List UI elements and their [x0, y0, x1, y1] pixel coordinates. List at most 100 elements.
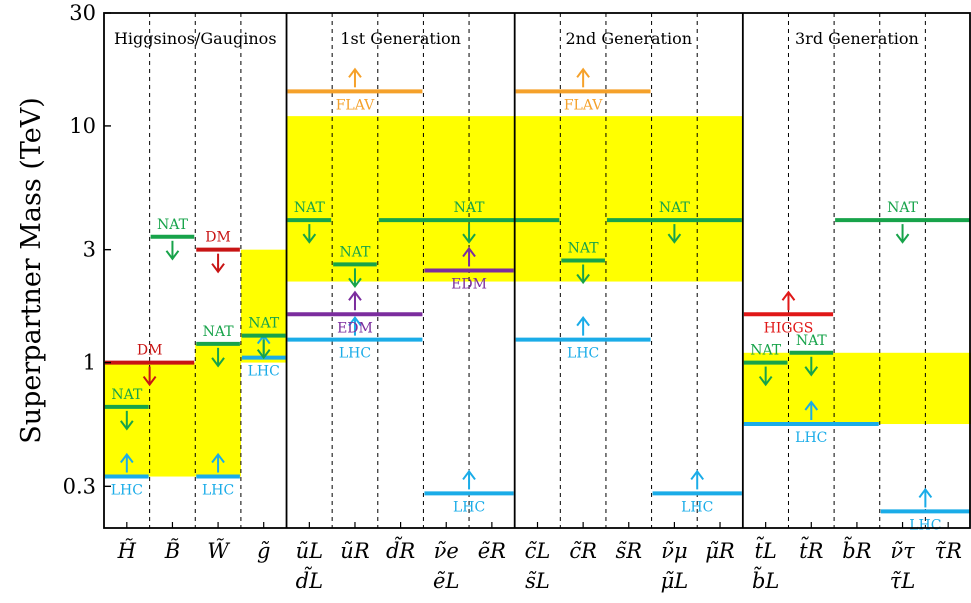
arrowhead: [576, 67, 590, 78]
constraint-label: LHC: [339, 346, 371, 362]
section-title: Higgsinos/Gauginos: [114, 29, 277, 48]
section-title: 2nd Generation: [566, 29, 693, 48]
arrowhead: [348, 290, 362, 301]
constraint-nat: NAT: [241, 316, 286, 360]
constraint-label: NAT: [340, 244, 372, 260]
constraint-dm: DM: [105, 343, 195, 387]
category-label: c̃L: [525, 539, 551, 563]
allowed-region: [514, 116, 743, 282]
constraint-nat: NAT: [743, 343, 788, 387]
category-label: d̃R: [386, 536, 415, 563]
arrowhead: [462, 469, 476, 481]
section-title: 3rd Generation: [795, 29, 919, 48]
constraint-lhc: LHC: [652, 469, 742, 515]
category-label-secondary: b̃L: [752, 566, 779, 593]
category-label-secondary: μ̃L: [661, 569, 689, 593]
arrowhead: [690, 469, 705, 481]
category-label: ν̃μ: [661, 539, 687, 563]
constraint-nat: NAT: [378, 200, 560, 244]
constraint-flav: FLAV: [515, 67, 651, 113]
constraint-label: NAT: [248, 316, 280, 332]
constraint-label: LHC: [909, 517, 941, 533]
y-tick-label: 10: [69, 114, 96, 138]
constraint-nat: NAT: [333, 244, 377, 289]
category-label: W̃: [207, 539, 231, 563]
constraint-lhc: LHC: [196, 452, 240, 499]
constraint-lhc: LHC: [287, 315, 423, 362]
constraint-lhc: LHC: [424, 469, 514, 515]
category-label: ũR: [340, 539, 370, 563]
constraint-label: FLAV: [336, 97, 375, 113]
constraint-label: LHC: [202, 483, 234, 499]
constraint-label: LHC: [567, 346, 599, 362]
category-label: μ̃R: [705, 539, 735, 563]
constraint-label: HIGGS: [764, 320, 814, 336]
constraint-label: NAT: [887, 200, 919, 216]
constraint-nat: NAT: [561, 240, 605, 285]
constraint-label: DM: [205, 230, 231, 246]
y-tick-label: 3: [83, 238, 96, 262]
constraint-label: NAT: [294, 200, 326, 216]
arrowhead: [256, 349, 271, 360]
arrowhead: [462, 233, 476, 244]
arrowhead: [918, 487, 933, 499]
section-title: 1st Generation: [340, 29, 461, 48]
constraint-label: LHC: [795, 430, 827, 446]
arrowhead: [165, 250, 180, 261]
constraint-nat: NAT: [287, 200, 332, 244]
constraint-label: NAT: [454, 200, 486, 216]
constraint-label: NAT: [157, 217, 189, 233]
constraint-label: NAT: [796, 333, 828, 349]
arrowhead: [804, 400, 819, 411]
constraint-nat: NAT: [835, 200, 970, 244]
arrowhead: [576, 273, 590, 285]
constraint-label: NAT: [203, 324, 235, 340]
y-tick-label: 0.3: [63, 474, 96, 498]
constraint-higgs: HIGGS: [743, 290, 834, 336]
y-axis-label: Superpartner Mass (TeV): [16, 97, 47, 444]
category-label: τ̃R: [934, 539, 962, 563]
category-label: H̃: [117, 539, 137, 563]
category-label: c̃R: [569, 539, 597, 563]
constraint-label: FLAV: [564, 97, 603, 113]
constraint-label: EDM: [451, 276, 487, 292]
arrowhead: [302, 233, 317, 244]
constraint-label: LHC: [111, 483, 143, 499]
arrowhead: [667, 233, 682, 244]
arrowhead: [758, 375, 773, 387]
constraint-flav: FLAV: [287, 67, 423, 113]
constraint-label: NAT: [659, 200, 691, 216]
constraint-label: DM: [137, 343, 163, 359]
constraint-label: NAT: [111, 387, 143, 403]
constraint-label: LHC: [248, 364, 280, 380]
constraint-label: LHC: [453, 499, 485, 515]
arrowhead: [462, 246, 476, 258]
arrowhead: [895, 233, 910, 244]
arrowhead: [348, 315, 362, 327]
arrowhead: [348, 67, 362, 78]
constraint-lhc: LHC: [515, 315, 651, 362]
category-label: B̃: [164, 539, 180, 563]
constraint-lhc: LHC: [105, 452, 149, 499]
constraint-label: NAT: [568, 240, 600, 256]
allowed-region: [742, 352, 971, 425]
arrowhead: [120, 420, 134, 431]
arrowhead: [348, 277, 362, 289]
constraint-nat: NAT: [196, 324, 240, 368]
category-label-secondary: d̃L: [296, 566, 323, 593]
category-label: s̃R: [615, 539, 642, 563]
constraint-label: NAT: [750, 343, 782, 359]
arrowhead: [211, 263, 225, 274]
category-label: g̃: [257, 539, 270, 563]
category-label-secondary: s̃L: [525, 569, 550, 593]
constraint-lhc: LHC: [743, 400, 879, 446]
constraint-lhc: LHC: [880, 487, 970, 533]
arrowhead: [142, 375, 157, 387]
category-label-secondary: τ̃L: [890, 569, 916, 593]
constraint-label: LHC: [681, 499, 713, 515]
category-label: t̃L: [754, 536, 776, 563]
allowed-region: [286, 116, 515, 282]
category-label: ν̃τ: [890, 539, 915, 563]
constraint-nat: NAT: [789, 333, 834, 377]
constraint-edm: EDM: [424, 246, 514, 292]
